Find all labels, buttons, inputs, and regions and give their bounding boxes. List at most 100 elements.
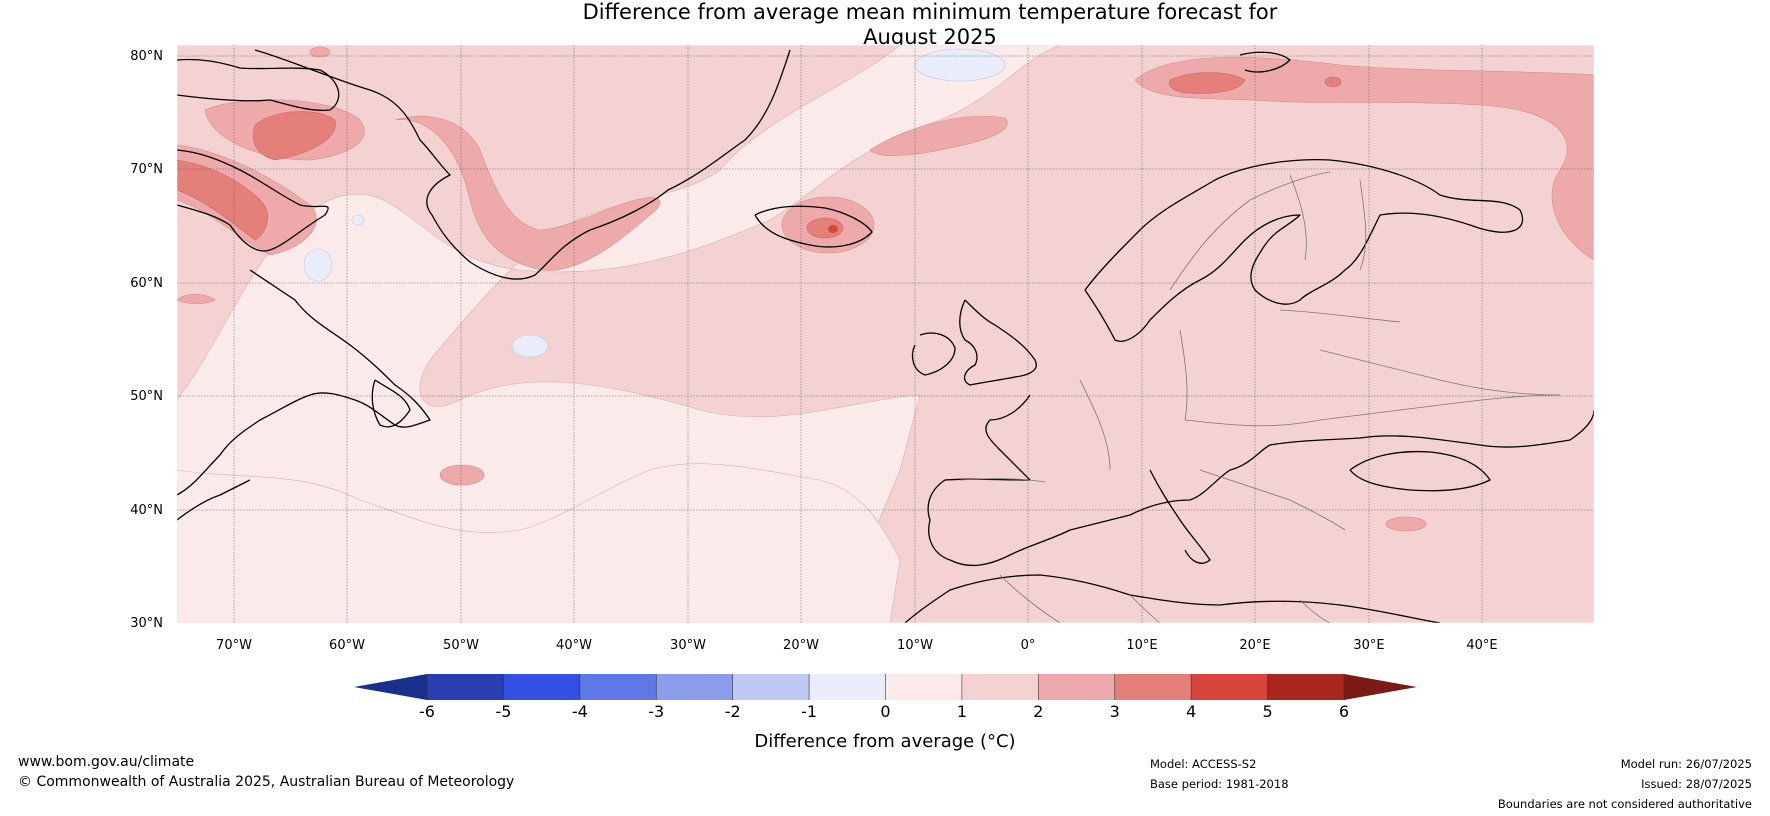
colorbar-swatch [1114,674,1192,700]
anomaly-band-2-3-greenland-north [309,46,331,58]
border-france-germany [1079,379,1111,471]
anomaly-band-3-4-iceland [806,217,844,239]
colorbar-swatch [809,674,886,700]
lon-label-70w: 70°W [216,638,252,653]
border-baltic-states [1279,309,1401,323]
colorbar-swatch [503,674,581,700]
colorbar-high-extend [1344,674,1417,700]
colorbar-tick-label: 5 [1262,702,1272,721]
anomaly-neg-baffin [351,214,365,226]
colorbar-ticks: -6 -5 -4 -3 -2 -1 0 1 2 3 4 5 6 [419,674,1349,721]
coast-scandinavia [1084,159,1524,342]
anomaly-neg-iceland-sea [914,48,1006,82]
border-norway-sweden [1169,171,1331,291]
colorbar-swatch [656,674,734,700]
lon-label-30e: 30°E [1353,638,1384,653]
anomaly-neg-atlantic [511,334,549,358]
anomaly-band-0-1 [177,45,1061,623]
colorbar-tick-label: -2 [725,702,741,721]
colorbar-swatch [961,674,1039,700]
graticule [177,45,1594,623]
colorbar-swatches [427,674,1345,700]
colorbar-swatch [732,674,810,700]
border-north-africa [999,574,1331,623]
colorbar-tick-label: -5 [495,702,511,721]
footer-model-run: Model run: 26/07/2025 [1620,757,1752,771]
coast-baffin [177,149,329,252]
colorbar-tick-label: 3 [1110,702,1120,721]
lat-label-50n: 50°N [130,389,163,404]
border-balkans [1199,469,1346,531]
coast-ellesmere [177,58,340,111]
lon-label-30w: 30°W [670,638,706,653]
lon-label-0: 0° [1021,638,1036,653]
lon-label-40e: 40°E [1466,638,1497,653]
colorbar-swatch [427,674,504,700]
title-line-1: Difference from average mean minimum tem… [582,0,1278,24]
lon-label-60w: 60°W [329,638,365,653]
border-finland-russia [1359,179,1367,271]
footer-disclaimer: Boundaries are not considered authoritat… [1497,797,1752,811]
map-title: Difference from average mean minimum tem… [0,0,1770,50]
lon-label-20e: 20°E [1239,638,1270,653]
colorbar: -6 -5 -4 -3 -2 -1 0 1 2 3 4 5 6 Difference from aver… [354,674,1417,752]
coast-greenland [254,49,791,280]
lat-label-30n: 30°N [130,616,163,631]
footer-website: www.bom.gov.au/climate [18,754,195,770]
footer-issued: Issued: 28/07/2025 [1641,777,1752,791]
colorbar-label: Difference from average (°C) [754,731,1015,752]
anomaly-band-3-4-franz-josef [1324,76,1342,88]
colorbar-swatch [1038,674,1116,700]
colorbar-tick-label: -3 [648,702,664,721]
colorbar-tick-label: 1 [957,702,967,721]
border-ukraine [1319,349,1561,396]
colorbar-tick-label: 4 [1186,702,1196,721]
coast-italy [1149,469,1211,564]
lat-label-70n: 70°N [130,162,163,177]
anomaly-band-2-3-greenland [394,115,661,271]
colorbar-swatch [885,674,963,700]
country-borders [959,171,1561,623]
map-panel [177,45,1594,623]
lon-label-50w: 50°W [443,638,479,653]
longitude-labels: 70°W 60°W 50°W 40°W 30°W 20°W 10°W 0° 10… [216,638,1498,653]
lon-label-20w: 20°W [783,638,819,653]
map-frame [176,44,1595,624]
colorbar-tick-label: -6 [419,702,435,721]
anomaly-band-3-4-svalbard [1169,72,1246,94]
border-poland-germany [1179,329,1188,421]
coastlines [177,49,1594,623]
anomaly-band-0-1-south [177,463,901,623]
anomaly-band-2-3-azores [439,464,485,486]
colorbar-swatch [1191,674,1269,700]
anomaly-band-2-3-norwegian-sea [869,115,1008,156]
border-spain-france [959,478,1046,483]
coast-svalbard [1239,51,1291,73]
colorbar-tick-label: 0 [880,702,890,721]
footer-model: Model: ACCESS-S2 [1150,757,1257,771]
coast-black-sea [1349,450,1491,492]
colorbar-tick-label: 6 [1339,702,1349,721]
anomaly-band-2-3-turkey [1385,516,1427,532]
coast-newfoundland [371,379,411,428]
footer-copyright: © Commonwealth of Australia 2025, Austra… [18,774,515,790]
anomaly-band-4-5-iceland [828,225,838,233]
latitude-labels: 80°N 70°N 60°N 50°N 40°N 30°N [130,49,163,631]
anomaly-band-2-3-hudson-strait [177,293,216,305]
coast-western-europe [927,394,1594,567]
colorbar-tick-label: 2 [1033,702,1043,721]
colorbar-tick-label: -4 [572,702,588,721]
anomaly-neg-labrador [303,248,333,282]
border-sweden-finland [1289,174,1307,261]
colorbar-swatch [1267,674,1345,700]
coast-north-africa [904,574,1441,623]
lon-label-10w: 10°W [897,638,933,653]
lon-label-10e: 10°E [1126,638,1157,653]
coast-great-britain [959,299,1037,386]
colorbar-swatch [579,674,657,700]
anomaly-band-3-4-baffin [177,159,268,241]
lat-label-60n: 60°N [130,276,163,291]
coast-iceland [754,205,873,248]
lon-label-40w: 40°W [556,638,592,653]
